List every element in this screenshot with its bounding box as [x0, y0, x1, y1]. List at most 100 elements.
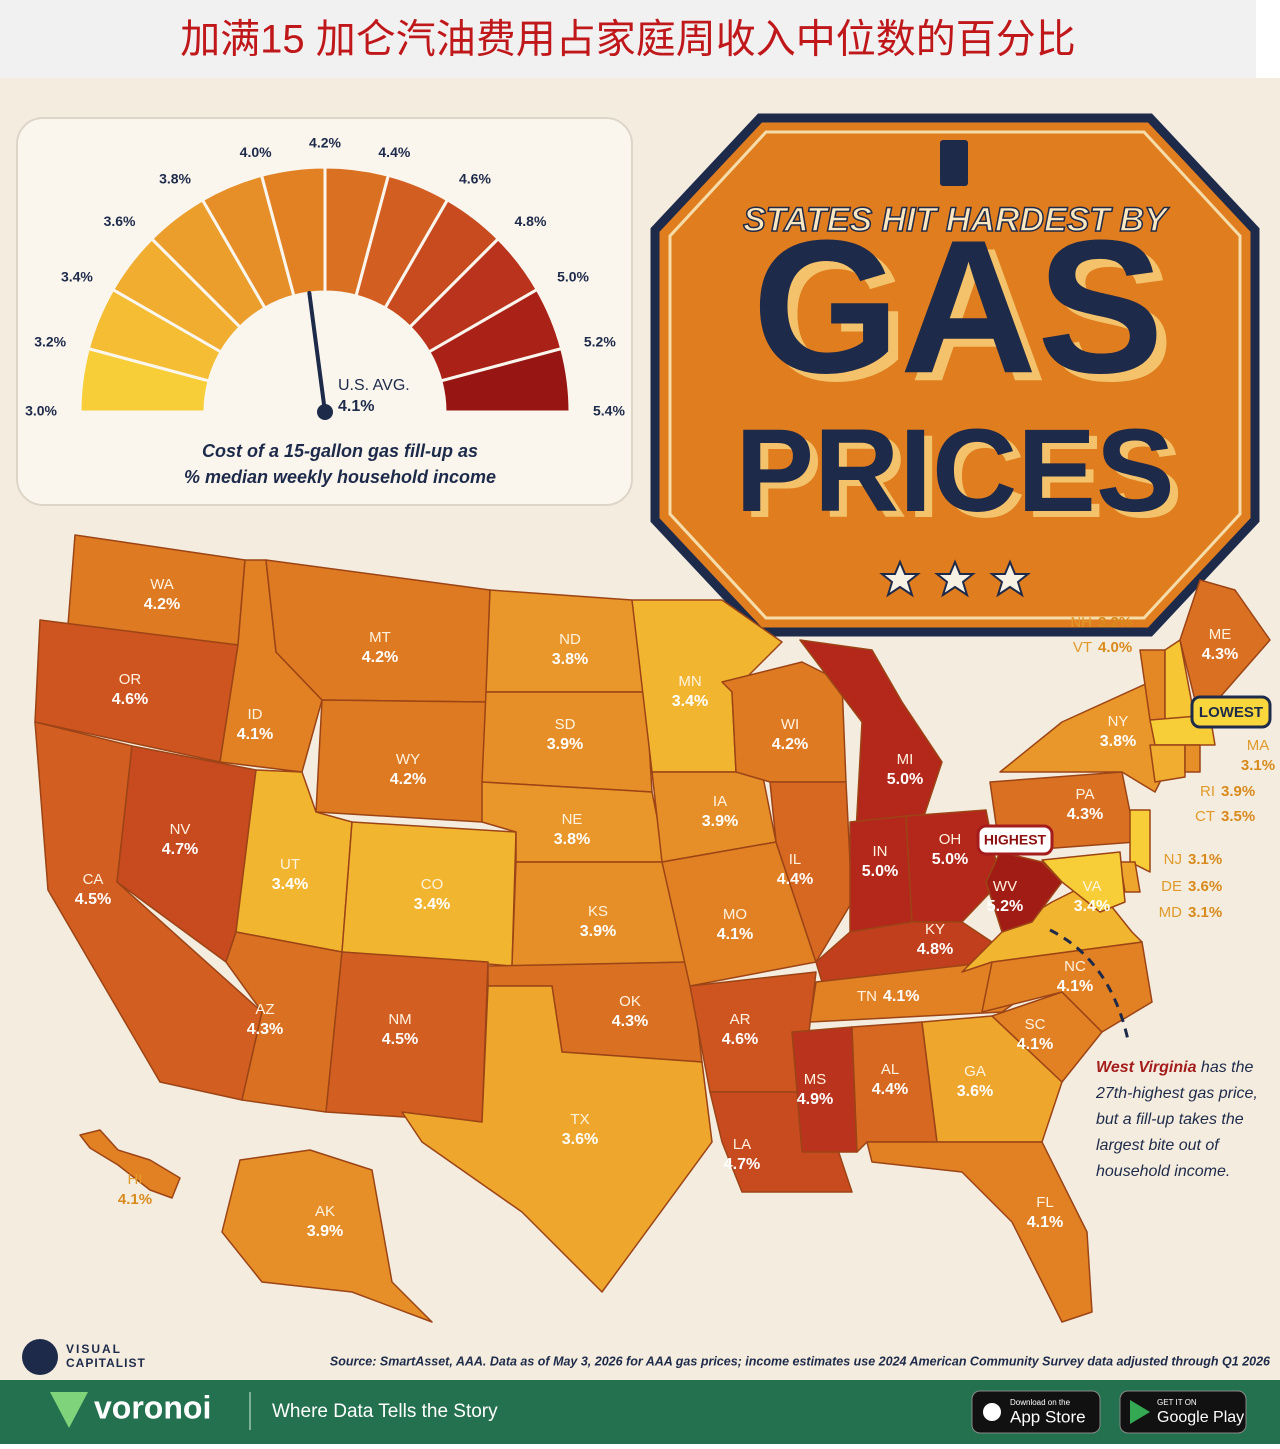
state-code: RI — [1200, 783, 1215, 800]
annotation-line: 27th-highest gas price, — [1095, 1085, 1258, 1102]
state — [221, 1149, 433, 1323]
state — [401, 985, 713, 1293]
state-code: MS — [804, 1071, 827, 1088]
state-code: NV — [170, 821, 191, 838]
source: Source: SmartAsset, AAA. Data as of May … — [330, 1354, 1271, 1368]
headline-gas: GAS — [752, 201, 1164, 413]
state-code: CO — [421, 876, 444, 893]
state-value: 4.1% — [118, 1191, 152, 1208]
state — [799, 639, 943, 833]
state-value: 3.9% — [547, 736, 583, 753]
state-code: AL — [881, 1061, 899, 1078]
brand-text: CAPITALIST — [66, 1356, 146, 1370]
state-value: 4.8% — [917, 941, 953, 958]
state-code: MO — [723, 906, 747, 923]
state-code: ME — [1209, 626, 1232, 643]
state-value: 3.1% — [1241, 757, 1275, 774]
state-code: KS — [588, 903, 608, 920]
state-code: CT — [1195, 808, 1215, 825]
state-code: ND — [559, 631, 581, 648]
gauge-needle — [307, 291, 327, 414]
state-value: 4.9% — [797, 1091, 833, 1108]
headline-shadow: GAS — [762, 209, 1174, 421]
state — [769, 781, 853, 963]
state-value: 4.7% — [162, 841, 198, 858]
state-code: VT — [1073, 639, 1092, 656]
state-code: AK — [315, 1203, 335, 1220]
state-code: CA — [83, 871, 104, 888]
state — [921, 1015, 1063, 1143]
footer-logo-icon — [50, 1392, 88, 1428]
state-value: 3.9% — [580, 923, 616, 940]
app-store-label: App Store — [1010, 1407, 1086, 1426]
pump-icon — [940, 140, 968, 186]
state-value: 4.0% — [1098, 639, 1132, 656]
google-play-label: Google Play — [1157, 1409, 1244, 1426]
state-value: 3.4% — [1074, 898, 1110, 915]
state-code: NC — [1064, 958, 1086, 975]
app-store-badge[interactable] — [971, 1390, 1101, 1434]
gauge-tick-label: 5.4% — [593, 403, 625, 419]
gauge-tick-label: 4.4% — [378, 144, 410, 160]
state-value: 3.9% — [1221, 783, 1255, 800]
state — [79, 1129, 181, 1199]
gauge-segment — [439, 346, 572, 414]
state-value: 3.9% — [307, 1223, 343, 1240]
state-code: NH — [1070, 614, 1092, 631]
state-value: 3.6% — [562, 1131, 598, 1148]
state-code: VA — [1083, 878, 1102, 895]
apple-icon — [983, 1403, 1001, 1421]
state-code: UT — [280, 856, 300, 873]
state-value: 5.2% — [987, 898, 1023, 915]
state-value: 3.8% — [1100, 733, 1136, 750]
state-code: PA — [1076, 786, 1095, 803]
annotation-line: household income. — [1096, 1163, 1230, 1180]
annotation-arrow — [1049, 928, 1130, 1041]
state-value: 4.1% — [1017, 1036, 1053, 1053]
state-value: 3.4% — [672, 693, 708, 710]
state-value: 4.7% — [724, 1156, 760, 1173]
app-store-small: Download on the — [1010, 1398, 1071, 1407]
annotation-line: largest bite out of — [1096, 1137, 1220, 1154]
state-code: WY — [396, 751, 420, 768]
headline-kicker: STATES HIT HARDEST BY — [743, 201, 1170, 239]
state-value: 3.8% — [554, 831, 590, 848]
page-title: 加满15 加仑汽油费用占家庭周收入中位数的百分比 — [180, 18, 1076, 62]
headline-prices: PRICES — [735, 405, 1174, 537]
state-value: 3.6% — [1188, 878, 1222, 895]
state-code: SD — [555, 716, 576, 733]
state-code: TX — [570, 1111, 589, 1128]
state — [791, 1026, 858, 1153]
state-code: WV — [993, 878, 1017, 895]
gauge-tick-label: 4.6% — [459, 171, 491, 187]
state — [341, 821, 517, 967]
state-code: OR — [119, 671, 142, 688]
state-code: MD — [1159, 904, 1182, 921]
annotation-rest: has the — [1196, 1059, 1253, 1076]
footer-tagline: Where Data Tells the Story — [272, 1401, 498, 1422]
gauge-caption: Cost of a 15-gallon gas fill-up as — [202, 441, 478, 461]
lowest-badge — [1190, 695, 1272, 729]
gauge-tick-label: 5.0% — [557, 269, 589, 285]
state-code: WA — [150, 576, 174, 593]
google-play-badge[interactable] — [1119, 1390, 1247, 1434]
state-value: 4.6% — [112, 691, 148, 708]
gauge-tick-label: 4.0% — [240, 144, 272, 160]
state-value: 4.4% — [872, 1081, 908, 1098]
state-value: 5.0% — [932, 851, 968, 868]
state-code: NY — [1108, 713, 1129, 730]
state-value: 4.1% — [1057, 978, 1093, 995]
state-value: 4.1% — [883, 988, 919, 1005]
state-code: FL — [1036, 1194, 1054, 1211]
state-code: MI — [897, 751, 914, 768]
state-code: DE — [1161, 878, 1182, 895]
state-code: SC — [1025, 1016, 1046, 1033]
needle-label: U.S. AVG. — [338, 377, 410, 394]
gauge-tick-label: 3.0% — [25, 403, 57, 419]
state-value: 4.5% — [382, 1031, 418, 1048]
state — [1041, 851, 1126, 913]
state-code: MN — [678, 673, 701, 690]
state-value: 4.2% — [144, 596, 180, 613]
state-value: 3.6% — [957, 1083, 993, 1100]
